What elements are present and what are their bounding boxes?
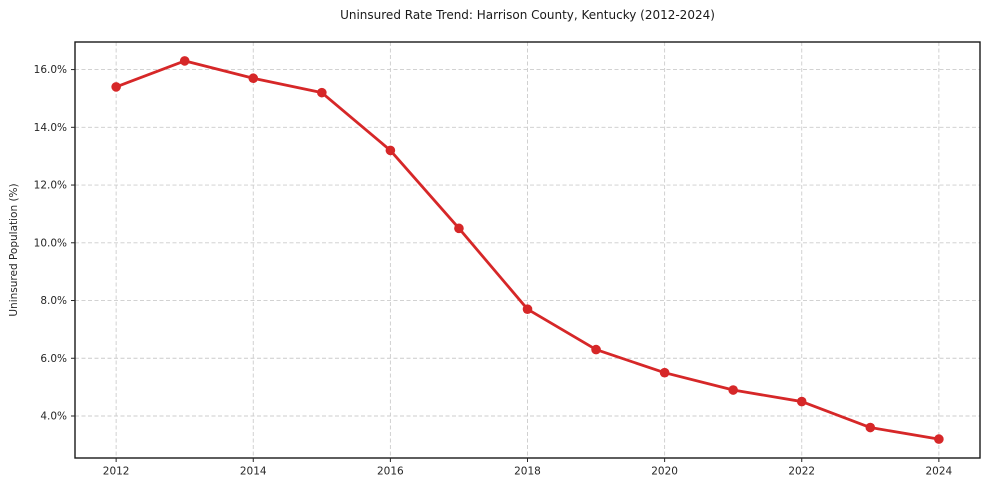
x-tick-label: 2022: [788, 466, 815, 478]
y-tick-label: 12.0%: [34, 180, 67, 192]
data-point: [728, 385, 738, 395]
y-tick-label: 10.0%: [34, 237, 67, 249]
y-tick-label: 6.0%: [40, 353, 67, 365]
x-tick-label: 2012: [103, 466, 130, 478]
y-tick-label: 8.0%: [40, 295, 67, 307]
data-point: [317, 87, 327, 98]
y-tick-label: 14.0%: [34, 122, 67, 134]
data-point: [385, 145, 396, 156]
data-point: [659, 367, 670, 378]
data-point: [591, 344, 601, 355]
x-tick-label: 2016: [377, 466, 404, 478]
data-point: [796, 396, 807, 407]
data-point: [454, 223, 464, 234]
data-point: [522, 304, 533, 314]
x-tick-label: 2020: [651, 466, 678, 478]
data-point: [865, 422, 876, 433]
x-tick-label: 2024: [925, 466, 952, 478]
x-tick-label: 2018: [514, 466, 541, 478]
data-point: [248, 73, 259, 84]
chart-title: Uninsured Rate Trend: Harrison County, K…: [340, 8, 715, 22]
y-tick-label: 4.0%: [40, 410, 67, 422]
data-point: [179, 56, 190, 66]
y-tick-label: 16.0%: [34, 64, 67, 76]
data-point: [934, 434, 944, 444]
data-point: [111, 82, 121, 92]
x-tick-label: 2014: [240, 466, 267, 478]
